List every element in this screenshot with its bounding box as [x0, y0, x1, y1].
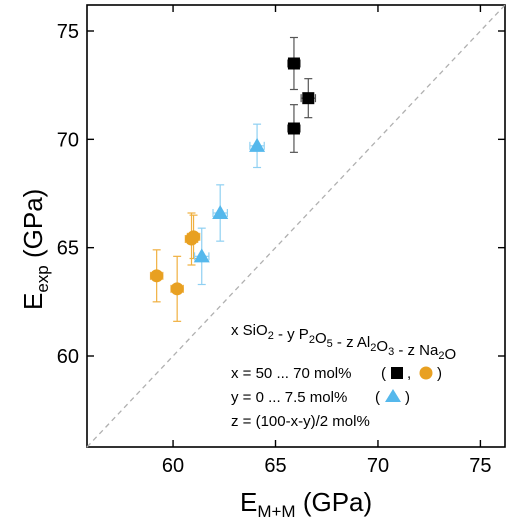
y-tick-label: 70 [57, 129, 79, 151]
y-tick-label: 60 [57, 346, 79, 368]
formula-text: - y P [274, 326, 309, 343]
x-tick-label: 75 [469, 455, 491, 477]
formula-text: O [376, 338, 388, 355]
y-tick-label: 65 [57, 238, 79, 260]
square-point [287, 122, 300, 135]
formula-subscript: 5 [327, 338, 333, 350]
x-tick-label: 70 [367, 455, 389, 477]
legend-triangle-marker [385, 389, 401, 402]
y-axis-ticks: 60 65 70 75 [57, 21, 505, 368]
legend-square-marker [391, 367, 403, 379]
y-axis-title: Eexp (GPa) [18, 189, 52, 310]
error-bars [149, 36, 317, 322]
circle-point [150, 269, 164, 283]
y-tick-label: 75 [57, 21, 79, 43]
formula-subscript: 2 [309, 334, 315, 346]
formula-text: - z Al [333, 334, 371, 351]
triangle-point [193, 248, 210, 263]
x-axis-title: EM+M (GPa) [240, 487, 372, 521]
legend-line-y: y = 0 ... 7.5 mol% [231, 389, 347, 406]
legend-line-z: z = (100-x-y)/2 mol% [231, 413, 370, 430]
x-axis-ticks: 60 65 70 75 [162, 5, 492, 477]
legend-line-x: x = 50 ... 70 mol% [231, 365, 351, 382]
formula-text: O [315, 330, 327, 347]
formula-subscript: 2 [438, 350, 444, 362]
legend-paren-open-2: ( [375, 389, 380, 406]
legend-circle-marker [419, 366, 433, 380]
formula-subscript: 2 [268, 330, 274, 342]
plot-frame [86, 4, 506, 448]
legend: x SiO2 - y P2O5 - z Al2O3 - z Na2O x = 5… [231, 322, 456, 430]
x-tick-label: 60 [162, 455, 184, 477]
data-markers [150, 57, 315, 296]
square-point [302, 92, 315, 105]
legend-paren-close-2: ) [405, 389, 410, 406]
identity-reference-line [86, 4, 506, 448]
legend-formula: x SiO2 - y P2O5 - z Al2O3 - z Na2O [231, 322, 456, 363]
formula-subscript: 2 [370, 342, 376, 354]
formula-text: x SiO [231, 322, 268, 339]
legend-paren-close: ) [437, 365, 442, 382]
circle-point [170, 282, 184, 296]
formula-text: O [445, 346, 457, 363]
x-tick-label: 65 [264, 455, 286, 477]
legend-paren-open: ( [381, 365, 386, 382]
circle-point [187, 230, 201, 244]
triangle-point [212, 205, 229, 219]
formula-subscript: 3 [388, 346, 394, 358]
legend-comma: , [407, 365, 411, 382]
square-point [287, 57, 300, 70]
formula-text: - z Na [394, 342, 439, 359]
triangle-point [249, 137, 266, 152]
